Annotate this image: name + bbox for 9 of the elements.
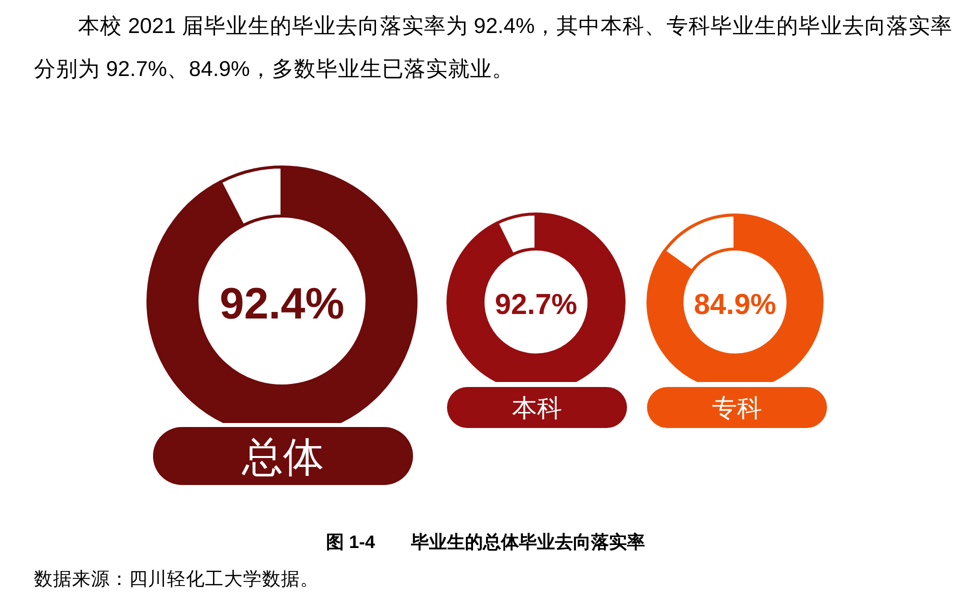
text: 专科 bbox=[712, 394, 762, 422]
source-note: 数据来源：四川轻化工大学数据。 bbox=[34, 567, 319, 591]
data-label: 92.4% bbox=[220, 280, 344, 328]
text: 总体 bbox=[241, 434, 324, 480]
text: 本科 bbox=[512, 394, 562, 422]
data-label: 92.7% bbox=[494, 289, 578, 321]
data-label: 84.9% bbox=[694, 289, 776, 321]
text: 图 1-4 毕业生的总体毕业去向落实率 bbox=[326, 531, 646, 554]
text: 本校 2021 届毕业生的毕业去向落实率为 92.4%，其中本科、专科毕业生的毕业去向落实率分别为 92.7%、84.9%，多数毕业生已落实就业。 bbox=[34, 13, 954, 83]
